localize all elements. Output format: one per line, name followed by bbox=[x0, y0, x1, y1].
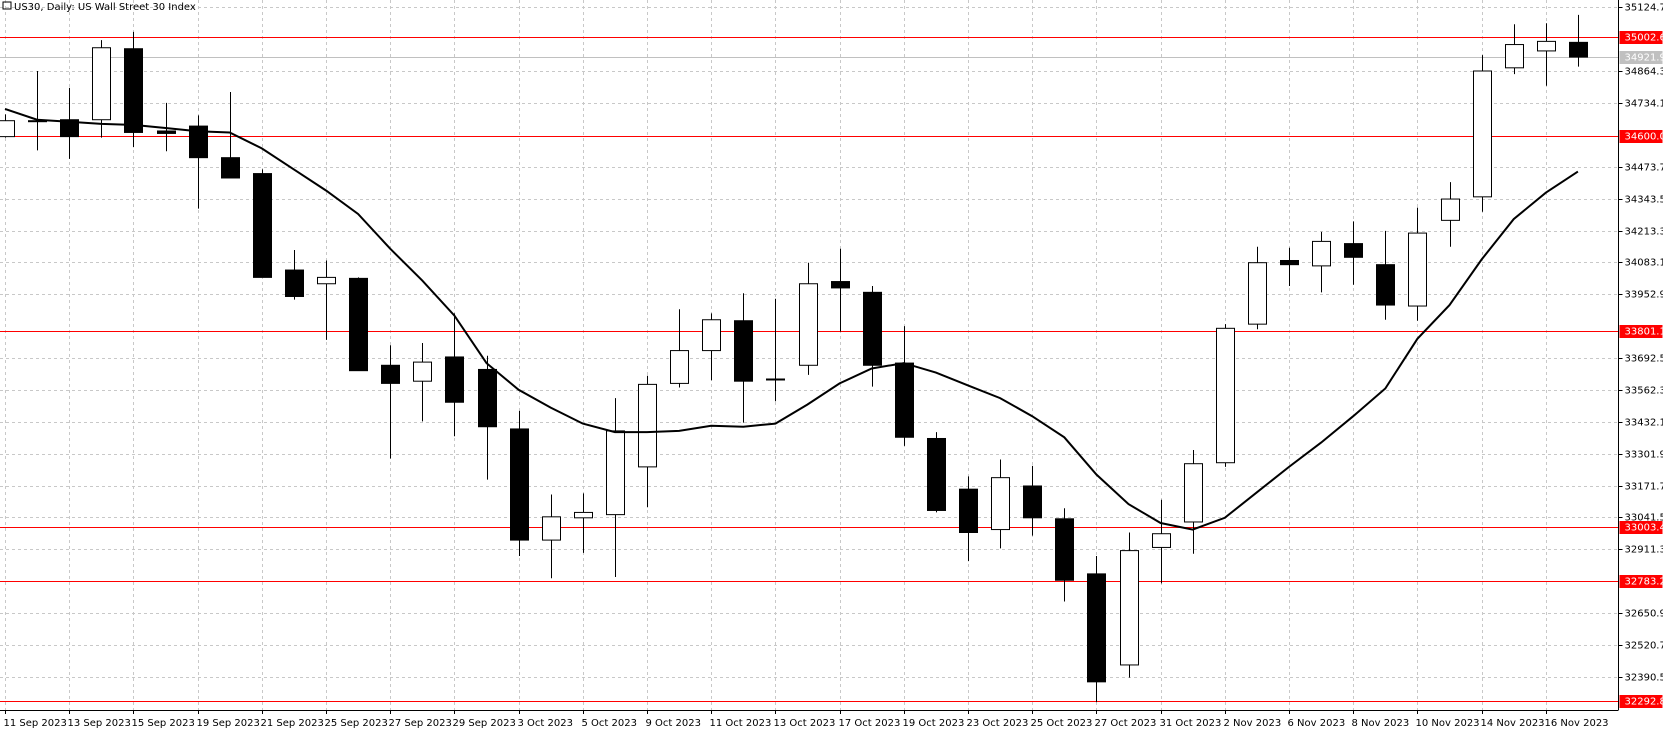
candle-body bbox=[543, 517, 561, 540]
y-tick-label: 33692.5 bbox=[1625, 354, 1663, 365]
candle-body bbox=[735, 321, 753, 381]
x-tick-label: 21 Sep 2023 bbox=[261, 718, 324, 729]
y-tick-label: 34864.3 bbox=[1625, 67, 1663, 78]
candle-body bbox=[1185, 464, 1203, 522]
x-tick-label: 8 Nov 2023 bbox=[1352, 718, 1410, 729]
candle-body bbox=[479, 369, 497, 426]
y-tick-label: 33301.9 bbox=[1625, 450, 1663, 461]
candle-body bbox=[1377, 265, 1395, 305]
candle-body bbox=[125, 49, 143, 133]
y-tick-label: 32520.7 bbox=[1625, 641, 1663, 652]
candle-body bbox=[671, 351, 689, 384]
x-tick-label: 5 Oct 2023 bbox=[582, 718, 637, 729]
x-tick-label: 13 Oct 2023 bbox=[774, 718, 836, 729]
y-tick-label: 32390.5 bbox=[1625, 673, 1663, 684]
y-tick-label: 32911.3 bbox=[1625, 545, 1663, 556]
x-tick-label: 13 Sep 2023 bbox=[68, 718, 131, 729]
candle-body bbox=[222, 158, 240, 178]
x-tick-label: 19 Oct 2023 bbox=[903, 718, 965, 729]
x-tick-label: 27 Oct 2023 bbox=[1095, 718, 1157, 729]
x-tick-label: 25 Sep 2023 bbox=[325, 718, 388, 729]
y-tick-label: 35124.7 bbox=[1625, 3, 1663, 14]
candle-body bbox=[382, 365, 400, 383]
candle-body bbox=[1217, 328, 1235, 462]
x-tick-label: 10 Nov 2023 bbox=[1416, 718, 1480, 729]
price-level-label: 34921.9 bbox=[1625, 53, 1663, 64]
candle-body bbox=[1474, 71, 1492, 197]
candle-body bbox=[93, 48, 111, 120]
candle-body bbox=[254, 174, 272, 278]
y-tick-label: 33432.1 bbox=[1625, 418, 1663, 429]
price-level-label: 35002.6 bbox=[1625, 33, 1663, 44]
x-tick-label: 2 Nov 2023 bbox=[1224, 718, 1282, 729]
x-tick-label: 25 Oct 2023 bbox=[1031, 718, 1093, 729]
candle-body bbox=[158, 131, 176, 133]
candle-body bbox=[1409, 233, 1427, 306]
x-tick-label: 27 Sep 2023 bbox=[389, 718, 452, 729]
candle-body bbox=[1088, 574, 1106, 682]
candle-body bbox=[1313, 241, 1331, 265]
candle-body bbox=[318, 277, 336, 283]
candle-body bbox=[864, 292, 882, 365]
candle-body bbox=[1024, 486, 1042, 518]
candle-body bbox=[446, 357, 464, 402]
candle-body bbox=[928, 438, 946, 510]
x-tick-label: 9 Oct 2023 bbox=[646, 718, 701, 729]
candle-body bbox=[639, 384, 657, 467]
candle-body bbox=[1281, 260, 1299, 264]
y-tick-label: 33171.7 bbox=[1625, 482, 1663, 493]
price-level-label: 33003.4 bbox=[1625, 523, 1663, 534]
x-tick-label: 11 Sep 2023 bbox=[4, 718, 67, 729]
candle-body bbox=[992, 478, 1010, 530]
candle-body bbox=[575, 512, 593, 517]
candle-body bbox=[1249, 263, 1267, 324]
candle-body bbox=[1538, 41, 1556, 51]
candle-body bbox=[1345, 244, 1363, 258]
price-level-label: 32292.8 bbox=[1625, 697, 1663, 708]
candle-body bbox=[0, 121, 15, 137]
x-tick-label: 17 Oct 2023 bbox=[839, 718, 901, 729]
y-tick-label: 34343.5 bbox=[1625, 195, 1663, 206]
candle-body bbox=[350, 278, 368, 370]
candle-body bbox=[286, 270, 304, 296]
chart-title: US30, Daily: US Wall Street 30 Index bbox=[14, 2, 196, 13]
candle-body bbox=[832, 282, 850, 288]
x-tick-label: 19 Sep 2023 bbox=[197, 718, 260, 729]
candle-body bbox=[1442, 199, 1460, 220]
y-tick-label: 33562.3 bbox=[1625, 386, 1663, 397]
x-tick-label: 29 Sep 2023 bbox=[453, 718, 516, 729]
x-tick-label: 23 Oct 2023 bbox=[967, 718, 1029, 729]
x-tick-label: 31 Oct 2023 bbox=[1160, 718, 1222, 729]
candle-body bbox=[1153, 534, 1171, 548]
y-tick-label: 34213.3 bbox=[1625, 227, 1663, 238]
candle-body bbox=[1121, 551, 1139, 665]
x-tick-label: 15 Sep 2023 bbox=[132, 718, 195, 729]
candle-body bbox=[414, 362, 432, 381]
x-tick-label: 3 Oct 2023 bbox=[518, 718, 573, 729]
x-tick-label: 6 Nov 2023 bbox=[1288, 718, 1346, 729]
candle-body bbox=[607, 431, 625, 515]
candle-body bbox=[703, 320, 721, 351]
candle-body bbox=[1056, 519, 1074, 580]
candle-body bbox=[1570, 42, 1588, 57]
x-tick-label: 14 Nov 2023 bbox=[1481, 718, 1545, 729]
candle-body bbox=[960, 489, 978, 532]
candle-body bbox=[1506, 45, 1524, 68]
y-tick-label: 34734.1 bbox=[1625, 99, 1663, 110]
candle-body bbox=[896, 363, 914, 437]
price-level-label: 33801.1 bbox=[1625, 327, 1663, 338]
y-tick-label: 33952.9 bbox=[1625, 290, 1663, 301]
y-tick-label: 34083.1 bbox=[1625, 258, 1663, 269]
x-tick-label: 11 Oct 2023 bbox=[710, 718, 772, 729]
y-tick-label: 34473.7 bbox=[1625, 163, 1663, 174]
candle-body bbox=[511, 429, 529, 540]
candle-body bbox=[767, 379, 785, 380]
candle-body bbox=[800, 284, 818, 366]
price-level-label: 34600.0 bbox=[1625, 132, 1663, 143]
x-tick-label: 16 Nov 2023 bbox=[1545, 718, 1609, 729]
y-tick-label: 32650.9 bbox=[1625, 609, 1663, 620]
price-level-label: 32783.2 bbox=[1625, 577, 1663, 588]
